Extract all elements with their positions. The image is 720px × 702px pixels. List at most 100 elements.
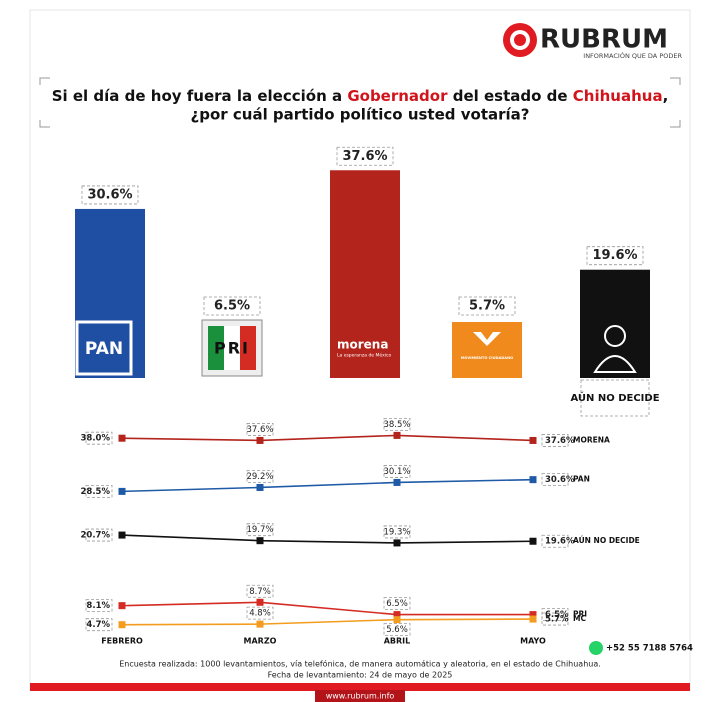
series-name: MC (573, 614, 586, 623)
title-part: del estado de (448, 87, 573, 105)
value-label-box (383, 465, 411, 478)
value-label: 5.7% (469, 299, 505, 314)
point (256, 598, 264, 606)
value-label: 19.7% (246, 525, 273, 535)
x-tick-label: MARZO (244, 637, 277, 646)
mc-text: MOVIMIENTO CIUDADANO (461, 356, 513, 360)
value-label: 4.8% (249, 609, 271, 619)
x-tick-label: ABRIL (384, 637, 411, 646)
value-label-box (81, 185, 139, 205)
x-tick-label: MAYO (520, 637, 546, 646)
value-label: 30.6% (87, 187, 132, 202)
morena-tagline: La esperanza de México (337, 352, 391, 359)
url-box (315, 690, 405, 702)
value-label-box (586, 246, 644, 266)
series-name: PAN (573, 475, 590, 484)
value-label-box (85, 528, 113, 542)
url: www.rubrum.info (326, 692, 395, 701)
value-label-box (541, 434, 569, 447)
value-label: 6.5% (214, 299, 250, 314)
point (393, 539, 401, 547)
series-name: MORENA (573, 435, 610, 444)
point (118, 434, 126, 442)
value-label: 6.5% (545, 610, 569, 620)
value-label: 37.6% (545, 436, 575, 446)
mc-logo (452, 322, 522, 372)
pri-white (224, 326, 240, 370)
title-frame (39, 77, 681, 128)
value-label-box (85, 599, 113, 613)
series-name: PRI (573, 610, 587, 619)
survey-note: Encuesta realizada: 1000 levantamientos,… (119, 659, 601, 669)
phone: +52 55 7188 5764 (606, 644, 693, 654)
value-label: 38.5% (383, 420, 410, 430)
morena-text: morena (337, 338, 388, 352)
value-label: 29.2% (246, 472, 273, 482)
pan-logo (75, 320, 133, 376)
point (256, 620, 264, 628)
point (529, 476, 537, 484)
title-line2: ¿por cuál partido político usted votaría… (191, 106, 530, 124)
point (529, 537, 537, 545)
value-label: 6.5% (386, 599, 408, 609)
value-label-box (203, 296, 261, 316)
value-label: 30.1% (383, 467, 410, 477)
point (118, 531, 126, 539)
x-tick-label: FEBRERO (101, 637, 143, 646)
value-label-box (541, 534, 569, 548)
value-label: 38.0% (81, 434, 111, 444)
value-label: 5.7% (545, 615, 569, 625)
point (118, 621, 126, 629)
point (393, 431, 401, 439)
series-name: AÚN NO DECIDE (573, 536, 640, 545)
footer-bar (30, 683, 690, 691)
title-part: Chihuahua (573, 87, 663, 105)
value-label-box (246, 423, 274, 436)
value-label-box (246, 606, 274, 620)
line (121, 478, 534, 493)
point (393, 616, 401, 624)
line (121, 434, 534, 442)
title-part: Si el día de hoy fuera la elección a (52, 87, 348, 105)
value-label-box (85, 484, 113, 498)
value-label: 19.3% (383, 527, 410, 537)
logo-dot (514, 34, 526, 46)
value-label-box (541, 612, 569, 626)
pri-red (240, 326, 256, 370)
bar (330, 170, 400, 378)
line (121, 618, 534, 626)
undecided-body (593, 355, 637, 373)
point (118, 602, 126, 610)
value-label-box (383, 597, 411, 610)
point (256, 483, 264, 491)
line (121, 601, 533, 616)
point (393, 478, 401, 486)
title-part: Gobernador (347, 87, 448, 105)
survey-date: Fecha de levantamiento: 24 de mayo de 20… (268, 671, 453, 680)
value-label-box (336, 146, 394, 166)
point (118, 487, 126, 495)
title-line1: Si el día de hoy fuera la elección a Gob… (52, 87, 669, 105)
value-label-box (383, 525, 411, 539)
value-label: 19.6% (592, 248, 637, 263)
value-label: 5.6% (386, 625, 408, 635)
brand: RUBRUM (540, 25, 668, 55)
whatsapp-icon (589, 641, 603, 655)
value-label-box (85, 431, 113, 445)
undecided-box (580, 379, 650, 417)
point (529, 611, 537, 619)
undecided-text: AÚN NO DECIDE (570, 391, 659, 404)
value-label: 37.6% (342, 149, 387, 164)
point (256, 436, 264, 444)
value-label: 37.6% (246, 425, 273, 435)
pri-green (208, 326, 224, 370)
line (121, 534, 534, 544)
value-label: 30.6% (545, 475, 575, 485)
value-label-box (383, 623, 411, 637)
undecided-head (604, 325, 626, 347)
tagline: INFORMACIÓN QUE DA PODER (583, 51, 682, 60)
value-label: 4.7% (86, 620, 110, 630)
point (529, 615, 537, 623)
value-label: 19.6% (545, 537, 575, 547)
